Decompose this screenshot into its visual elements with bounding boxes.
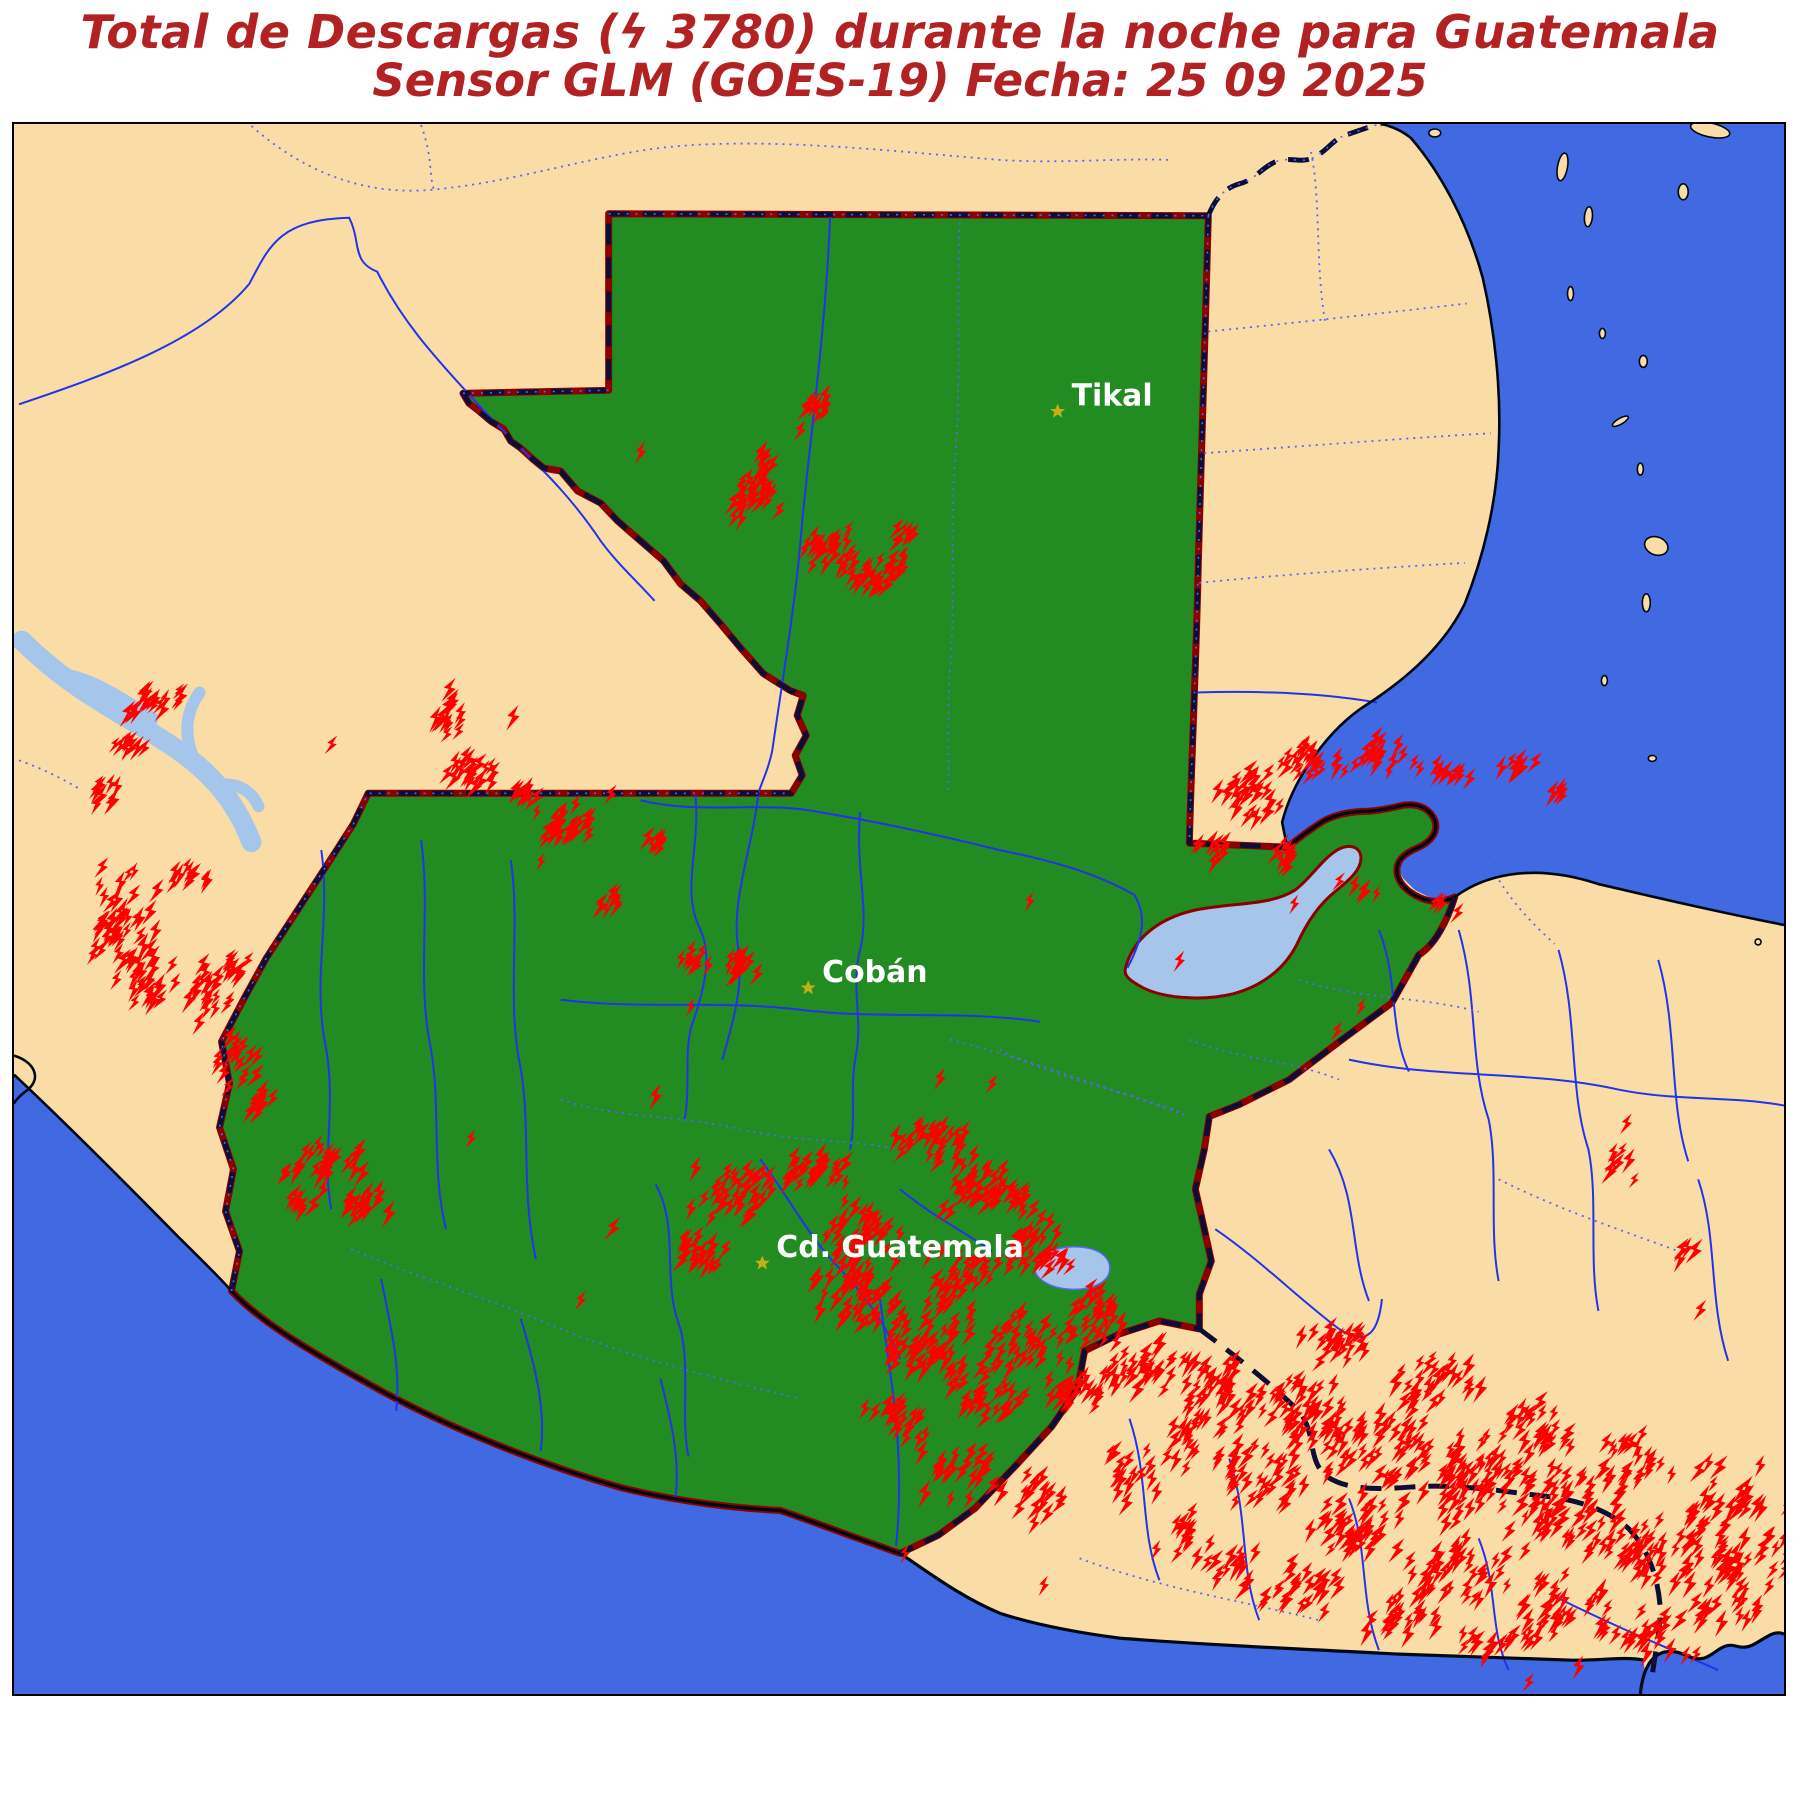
city-label: Cd. Guatemala — [776, 1230, 1024, 1265]
map-title-line2: Sensor GLM (GOES-19) Fecha: 25 09 2025 — [372, 53, 1428, 107]
international-border-honduras-elsalvador — [1197, 1326, 1663, 1677]
amatique-bay-coastline — [1286, 803, 1456, 903]
islands-group — [1428, 124, 1762, 946]
pacific-ocean-shape — [14, 1074, 1649, 1694]
coastlines — [14, 124, 1784, 1694]
belize-caribbean-coastline — [1280, 124, 1501, 848]
map-title-line1: Total de Descargas (ϟ 3780) durante la n… — [80, 5, 1720, 59]
international-border-guatemala — [217, 211, 1458, 1556]
city-label: Tikal — [1072, 378, 1153, 413]
map-title: Total de Descargas (ϟ 3780) durante la n… — [0, 8, 1800, 104]
caribbean-sea-shape — [1282, 124, 1784, 925]
city-marker-tikal: Tikal — [1050, 378, 1153, 418]
admin-boundaries-dotted — [18, 124, 1679, 1622]
mexico-reservoir-shape — [14, 630, 265, 853]
left-river-inlet — [14, 1054, 37, 1105]
honduras-caribbean-coastline — [1453, 871, 1784, 927]
gulf-fonseca-coastline — [1638, 1631, 1784, 1694]
city-marker-cob-n: Cobán — [800, 955, 928, 995]
mexico-pacific-coastline — [14, 1073, 233, 1292]
city-label: Cobán — [822, 955, 927, 990]
map-canvas: Tikal Cobán Cd. Guatemala — [14, 124, 1784, 1694]
cities-layer: Tikal Cobán Cd. Guatemala — [754, 378, 1153, 1270]
pacific-coastline — [230, 1289, 1644, 1662]
map-frame: Tikal Cobán Cd. Guatemala — [12, 122, 1786, 1696]
city-marker-cd-guatemala: Cd. Guatemala — [754, 1230, 1024, 1270]
admin-boundaries-solid — [18, 215, 1784, 1671]
